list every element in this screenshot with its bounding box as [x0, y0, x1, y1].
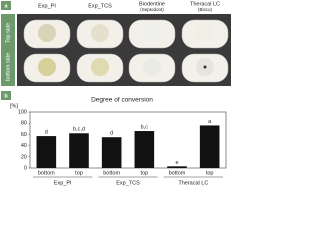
- y-tick-label: 20: [21, 154, 27, 160]
- column-note: (Bisco): [198, 7, 213, 12]
- column-header: Theracal LC: [190, 1, 220, 7]
- panel-label-box: [1, 1, 11, 10]
- significance-letter: b,c: [141, 124, 149, 130]
- sample: [91, 58, 109, 76]
- bar: [167, 166, 187, 168]
- column-header: Exp_PI: [38, 3, 56, 9]
- panel-label: a: [4, 3, 8, 9]
- group-label: Exp_TCS: [116, 180, 140, 186]
- specimens: [23, 19, 229, 83]
- significance-letter: a: [208, 119, 212, 125]
- x-tick-label: bottom: [103, 170, 120, 176]
- sample: [91, 24, 109, 42]
- bar: [36, 136, 57, 168]
- panel-label-box: [1, 91, 11, 100]
- bar: [134, 131, 155, 168]
- sample-dot: [203, 65, 207, 69]
- sample: [143, 58, 161, 76]
- sample: [38, 58, 56, 76]
- x-tick-label: top: [206, 170, 214, 176]
- significance-letter: e: [175, 160, 178, 166]
- column-header: Biodentine: [139, 1, 165, 7]
- x-tick-label: bottom: [169, 170, 186, 176]
- significance-letter: d: [45, 130, 48, 136]
- x-tick-label: top: [75, 170, 83, 176]
- group-label: Theracal LC: [178, 180, 208, 186]
- column-note: (Septodont): [140, 7, 164, 12]
- figure: a Exp_PI Exp_TCS Biodentine (Septodont) …: [1, 1, 231, 187]
- panel-label: b: [4, 93, 8, 99]
- group-label: Exp_PI: [54, 180, 72, 186]
- x-tick-label: bottom: [38, 170, 55, 176]
- y-tick-label: 40: [21, 143, 27, 149]
- row-label: bottom side: [5, 53, 11, 81]
- bar: [199, 125, 220, 168]
- row-label: Top side: [5, 23, 11, 44]
- y-axis-label: [%]: [10, 103, 18, 109]
- x-tick-label: top: [141, 170, 149, 176]
- y-tick-label: 100: [18, 109, 27, 115]
- chart-title: Degree of conversion: [91, 97, 153, 104]
- y-tick-label: 80: [21, 121, 27, 127]
- sample: [143, 24, 161, 42]
- sample: [196, 24, 214, 42]
- sample: [38, 24, 56, 42]
- y-tick-label: 0: [24, 165, 27, 171]
- bar: [69, 133, 89, 168]
- row-label-box: [1, 14, 15, 86]
- plot-frame: [29, 111, 227, 169]
- column-header: Exp_TCS: [88, 3, 112, 9]
- significance-letter: d: [110, 131, 113, 137]
- significance-letter: b,c,d: [73, 127, 85, 133]
- y-tick-label: 60: [21, 132, 27, 138]
- bar: [101, 137, 122, 168]
